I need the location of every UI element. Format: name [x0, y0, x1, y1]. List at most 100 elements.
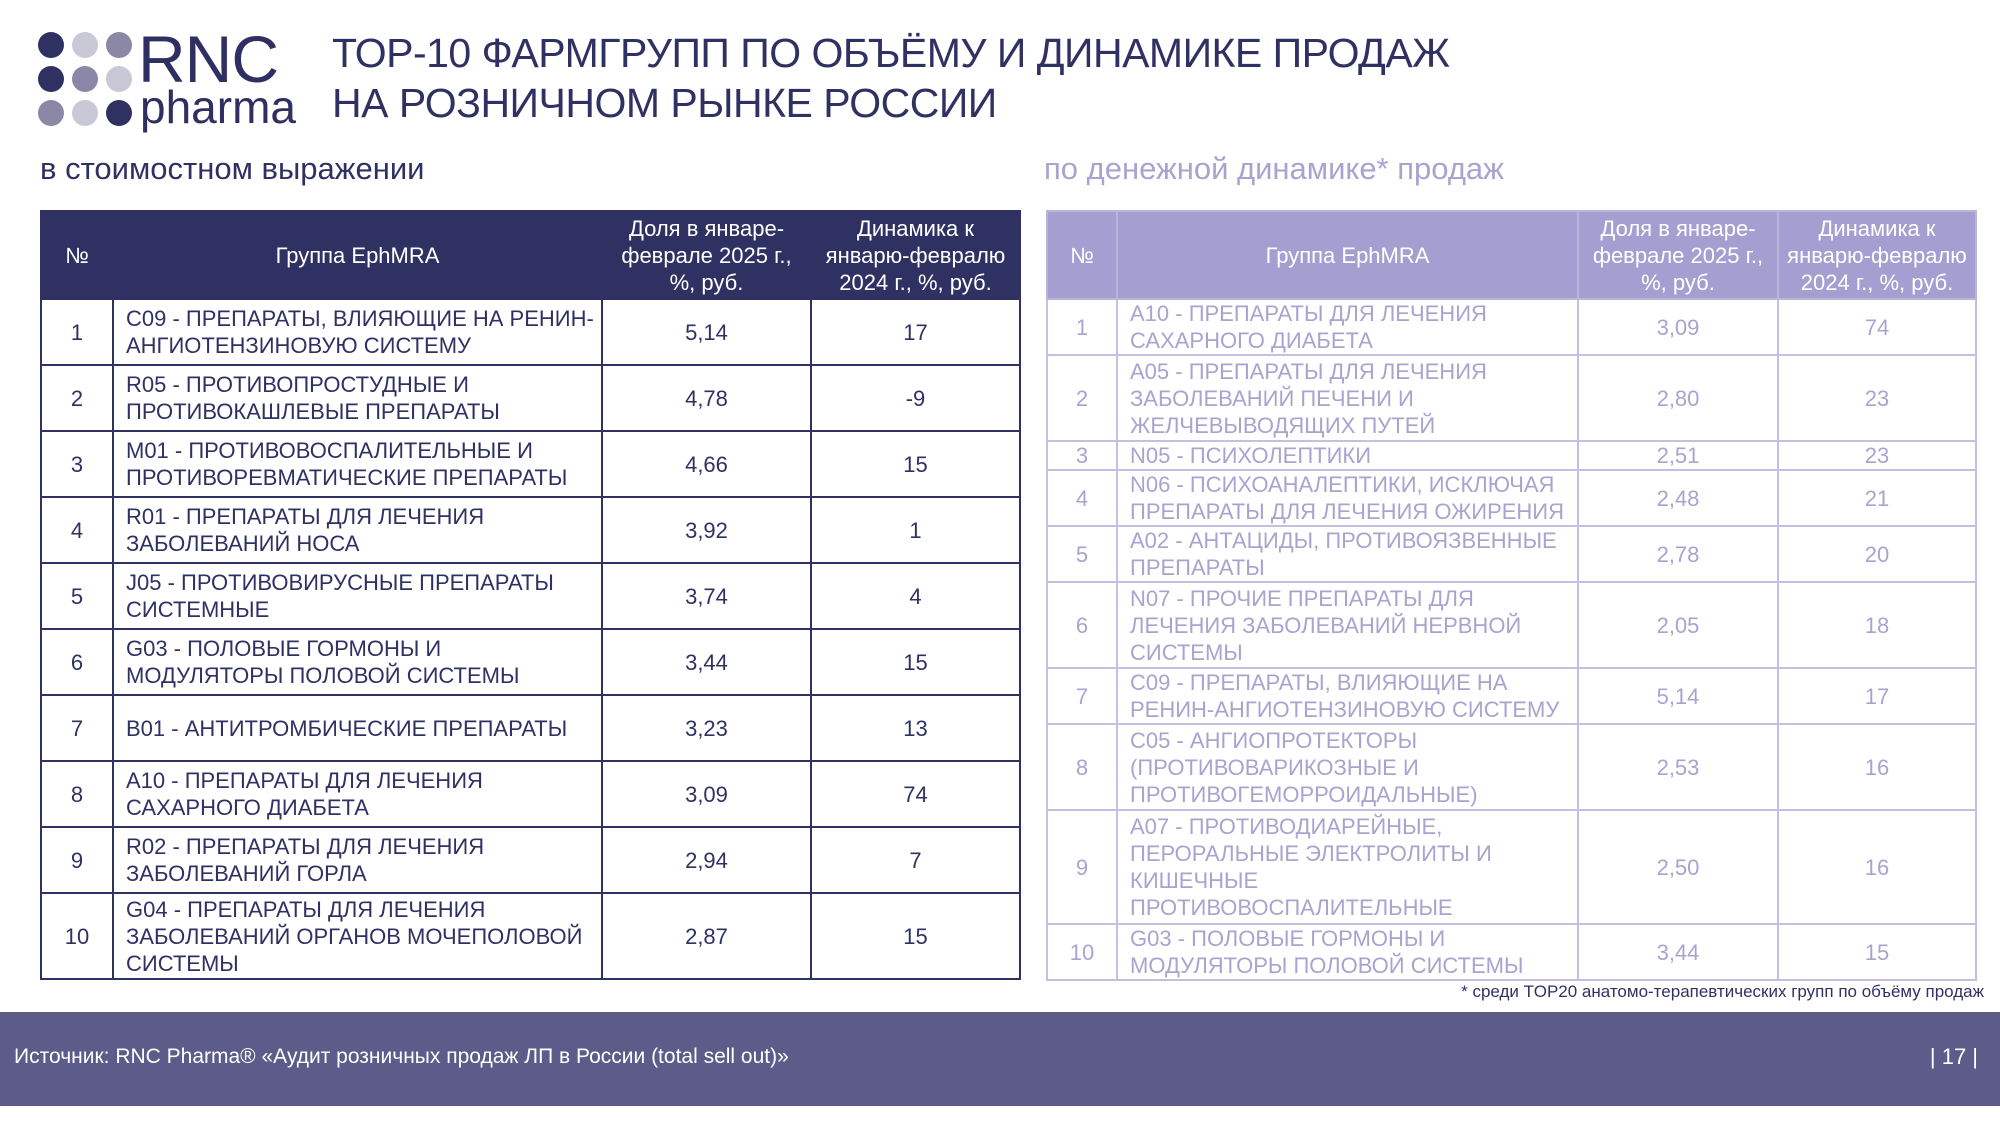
row-dynamics: 74 [1777, 298, 1977, 356]
table-row: 3 N05 - ПСИХОЛЕПТИКИ 2,51 23 [1046, 440, 1977, 471]
row-number: 8 [40, 760, 114, 828]
row-dynamics: 1 [810, 496, 1021, 564]
header-share: Доля в январе-феврале 2025 г., %, руб. [1577, 210, 1779, 300]
row-share: 2,53 [1577, 723, 1779, 811]
table-row: 4 N06 - ПСИХОАНАЛЕПТИКИ, ИСКЛЮЧАЯ ПРЕПАРА… [1046, 469, 1977, 527]
row-share: 3,44 [1577, 923, 1779, 981]
row-number: 10 [1046, 923, 1118, 981]
row-group: C09 - ПРЕПАРАТЫ, ВЛИЯЮЩИЕ НА РЕНИН-АНГИО… [1116, 667, 1579, 725]
header-num: № [40, 210, 114, 300]
row-number: 9 [40, 826, 114, 894]
row-number: 6 [1046, 581, 1118, 669]
left-ranking-table: № Группа EphMRA Доля в январе-феврале 20… [40, 210, 1021, 980]
row-number: 3 [40, 430, 114, 498]
row-group: A05 - ПРЕПАРАТЫ ДЛЯ ЛЕЧЕНИЯ ЗАБОЛЕВАНИЙ … [1116, 354, 1579, 442]
row-dynamics: 15 [810, 430, 1021, 498]
row-share: 3,74 [601, 562, 812, 630]
logo-dots-icon [38, 32, 133, 127]
right-ranking-table: № Группа EphMRA Доля в январе-феврале 20… [1046, 210, 1977, 981]
row-number: 9 [1046, 809, 1118, 925]
row-share: 3,23 [601, 694, 812, 762]
row-dynamics: 74 [810, 760, 1021, 828]
footer-bar: Источник: RNC Pharma® «Аудит розничных п… [0, 1012, 2000, 1106]
header-dynamics: Динамика к январю-февралю 2024 г., %, ру… [1777, 210, 1977, 300]
row-dynamics: 15 [1777, 923, 1977, 981]
row-dynamics: 16 [1777, 723, 1977, 811]
row-share: 2,05 [1577, 581, 1779, 669]
row-number: 2 [40, 364, 114, 432]
row-share: 3,09 [1577, 298, 1779, 356]
row-share: 4,66 [601, 430, 812, 498]
table-header-row: № Группа EphMRA Доля в январе-феврале 20… [40, 210, 1021, 300]
row-number: 10 [40, 892, 114, 980]
row-share: 3,44 [601, 628, 812, 696]
row-group: C09 - ПРЕПАРАТЫ, ВЛИЯЮЩИЕ НА РЕНИН-АНГИО… [112, 298, 603, 366]
row-group: G04 - ПРЕПАРАТЫ ДЛЯ ЛЕЧЕНИЯ ЗАБОЛЕВАНИЙ … [112, 892, 603, 980]
row-number: 6 [40, 628, 114, 696]
table-row: 2 R05 - ПРОТИВОПРОСТУДНЫЕ И ПРОТИВОКАШЛЕВ… [40, 364, 1021, 432]
table-row: 9 A07 - ПРОТИВОДИАРЕЙНЫЕ, ПЕРОРАЛЬНЫЕ ЭЛЕ… [1046, 809, 1977, 925]
row-number: 1 [1046, 298, 1118, 356]
row-group: G03 - ПОЛОВЫЕ ГОРМОНЫ И МОДУЛЯТОРЫ ПОЛОВ… [1116, 923, 1579, 981]
row-group: J05 - ПРОТИВОВИРУСНЫЕ ПРЕПАРАТЫ СИСТЕМНЫ… [112, 562, 603, 630]
row-number: 1 [40, 298, 114, 366]
row-dynamics: -9 [810, 364, 1021, 432]
title-line-2: НА РОЗНИЧНОМ РЫНКЕ РОССИИ [332, 80, 997, 126]
row-number: 5 [40, 562, 114, 630]
row-share: 3,09 [601, 760, 812, 828]
table-row: 1 A10 - ПРЕПАРАТЫ ДЛЯ ЛЕЧЕНИЯ САХАРНОГО Д… [1046, 298, 1977, 356]
row-number: 7 [1046, 667, 1118, 725]
title-line-1: ТОР-10 ФАРМГРУПП ПО ОБЪЁМУ И ДИНАМИКЕ ПР… [332, 30, 1450, 76]
row-share: 5,14 [1577, 667, 1779, 725]
row-dynamics: 16 [1777, 809, 1977, 925]
row-number: 4 [40, 496, 114, 564]
table-row: 3 M01 - ПРОТИВОВОСПАЛИТЕЛЬНЫЕ И ПРОТИВОРЕ… [40, 430, 1021, 498]
row-dynamics: 20 [1777, 525, 1977, 583]
row-share: 2,51 [1577, 440, 1779, 471]
row-dynamics: 15 [810, 628, 1021, 696]
row-share: 2,78 [1577, 525, 1779, 583]
row-group: A10 - ПРЕПАРАТЫ ДЛЯ ЛЕЧЕНИЯ САХАРНОГО ДИ… [112, 760, 603, 828]
table-row: 2 A05 - ПРЕПАРАТЫ ДЛЯ ЛЕЧЕНИЯ ЗАБОЛЕВАНИЙ… [1046, 354, 1977, 442]
logo-wordmark: RNC [138, 22, 279, 96]
header-num: № [1046, 210, 1118, 300]
table-row: 1 C09 - ПРЕПАРАТЫ, ВЛИЯЮЩИЕ НА РЕНИН-АНГИ… [40, 298, 1021, 366]
row-group: G03 - ПОЛОВЫЕ ГОРМОНЫ И МОДУЛЯТОРЫ ПОЛОВ… [112, 628, 603, 696]
row-group: R05 - ПРОТИВОПРОСТУДНЫЕ И ПРОТИВОКАШЛЕВЫ… [112, 364, 603, 432]
table-row: 5 J05 - ПРОТИВОВИРУСНЫЕ ПРЕПАРАТЫ СИСТЕМН… [40, 562, 1021, 630]
row-group: N05 - ПСИХОЛЕПТИКИ [1116, 440, 1579, 471]
header-share: Доля в январе-феврале 2025 г., %, руб. [601, 210, 812, 300]
table-row: 6 N07 - ПРОЧИЕ ПРЕПАРАТЫ ДЛЯ ЛЕЧЕНИЯ ЗАБО… [1046, 581, 1977, 669]
row-dynamics: 23 [1777, 440, 1977, 471]
row-number: 3 [1046, 440, 1118, 471]
row-share: 5,14 [601, 298, 812, 366]
row-group: R01 - ПРЕПАРАТЫ ДЛЯ ЛЕЧЕНИЯ ЗАБОЛЕВАНИЙ … [112, 496, 603, 564]
row-group: N06 - ПСИХОАНАЛЕПТИКИ, ИСКЛЮЧАЯ ПРЕПАРАТ… [1116, 469, 1579, 527]
page-title: ТОР-10 ФАРМГРУПП ПО ОБЪЁМУ И ДИНАМИКЕ ПР… [332, 28, 1450, 128]
row-number: 5 [1046, 525, 1118, 583]
row-share: 2,48 [1577, 469, 1779, 527]
row-dynamics: 17 [810, 298, 1021, 366]
row-share: 3,92 [601, 496, 812, 564]
table-row: 8 A10 - ПРЕПАРАТЫ ДЛЯ ЛЕЧЕНИЯ САХАРНОГО Д… [40, 760, 1021, 828]
row-dynamics: 4 [810, 562, 1021, 630]
table-row: 10 G03 - ПОЛОВЫЕ ГОРМОНЫ И МОДУЛЯТОРЫ ПОЛ… [1046, 923, 1977, 981]
table-header-row: № Группа EphMRA Доля в январе-феврале 20… [1046, 210, 1977, 300]
table-row: 7 C09 - ПРЕПАРАТЫ, ВЛИЯЮЩИЕ НА РЕНИН-АНГИ… [1046, 667, 1977, 725]
row-share: 2,50 [1577, 809, 1779, 925]
row-dynamics: 17 [1777, 667, 1977, 725]
row-share: 4,78 [601, 364, 812, 432]
logo-subtitle: pharma [140, 81, 296, 133]
row-dynamics: 23 [1777, 354, 1977, 442]
row-group: C05 - АНГИОПРОТЕКТОРЫ (ПРОТИВОВАРИКОЗНЫЕ… [1116, 723, 1579, 811]
table-row: 10 G04 - ПРЕПАРАТЫ ДЛЯ ЛЕЧЕНИЯ ЗАБОЛЕВАНИ… [40, 892, 1021, 980]
row-dynamics: 7 [810, 826, 1021, 894]
row-number: 4 [1046, 469, 1118, 527]
row-dynamics: 15 [810, 892, 1021, 980]
row-number: 7 [40, 694, 114, 762]
table-row: 7 B01 - АНТИТРОМБИЧЕСКИЕ ПРЕПАРАТЫ 3,23 13 [40, 694, 1021, 762]
row-share: 2,87 [601, 892, 812, 980]
source-note: Источник: RNC Pharma® «Аудит розничных п… [14, 1045, 789, 1068]
header-group: Группа EphMRA [1116, 210, 1579, 300]
row-number: 8 [1046, 723, 1118, 811]
